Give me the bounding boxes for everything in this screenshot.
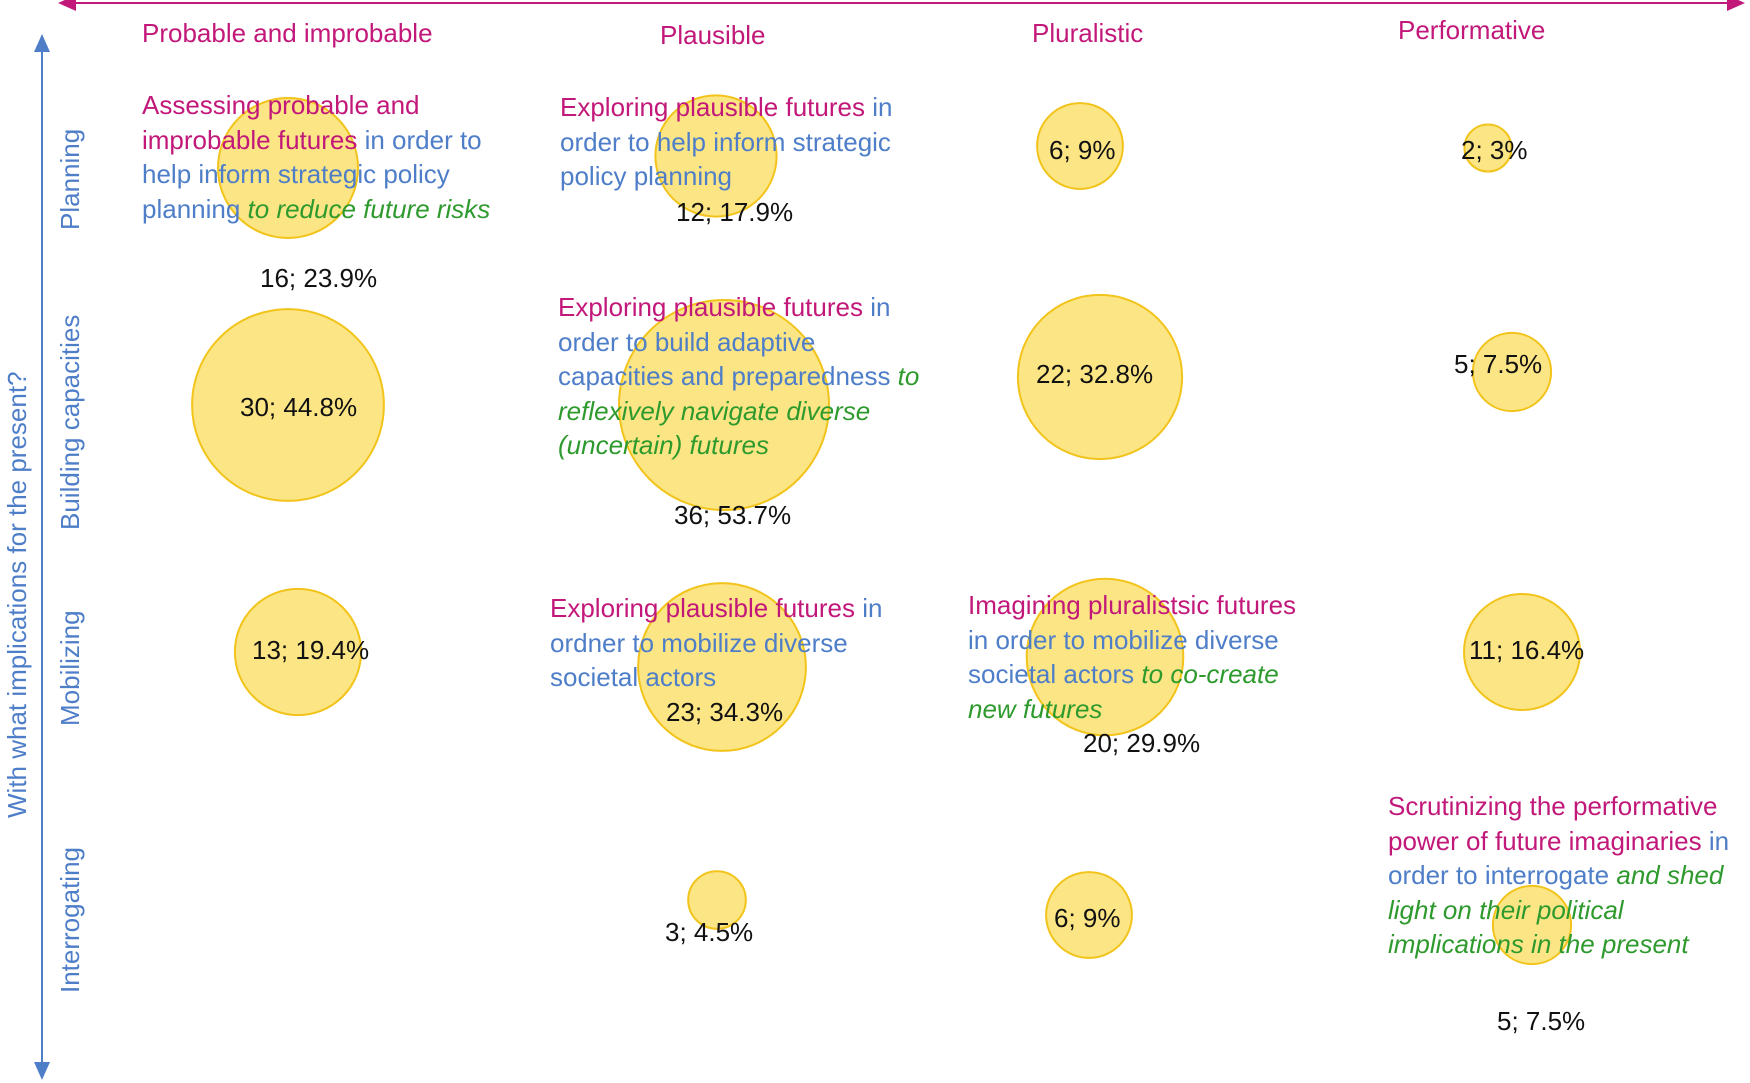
bubble-building-capacities-pluralistic — [1016, 293, 1184, 461]
description-mobilizing-plausible: Exploring plausible futures in ordner to… — [550, 593, 883, 692]
column-header-pluralistic: Pluralistic — [1032, 18, 1144, 48]
value-label: 23; 34.3% — [666, 697, 784, 727]
row-header-mobilizing: Mobilizing — [55, 610, 85, 726]
value-label: 13; 19.4% — [252, 635, 370, 665]
value-label: 6; 9% — [1049, 135, 1116, 165]
bubble-mobilizing-performative — [1463, 593, 1581, 711]
bubble-mobilizing-plausible — [637, 582, 807, 752]
bubble-interrogating-performative — [1491, 884, 1573, 966]
value-label: 3; 4.5% — [665, 917, 754, 947]
y-axis-down-arrow-icon — [34, 1062, 50, 1080]
description-mobilizing-pluralistic: Imagining pluralistsic futures in order … — [968, 590, 1297, 724]
bubble-interrogating-plausible — [687, 870, 747, 930]
chart-axes — [34, 0, 1745, 1080]
row-header-interrogating: Interrogating — [55, 847, 85, 993]
value-label: 6; 9% — [1054, 903, 1121, 933]
bubble-planning-performative — [1463, 123, 1513, 173]
value-label: 5; 7.5% — [1454, 349, 1543, 379]
description-planning-probable: Assessing probable and improbable future… — [142, 90, 491, 224]
value-label: 22; 32.8% — [1036, 359, 1154, 389]
row-header-planning: Planning — [55, 128, 85, 230]
y-axis-title: With what implications for the present? — [2, 371, 32, 818]
bubble-planning-probable — [217, 97, 359, 239]
column-header-performative: Performative — [1398, 15, 1546, 45]
bubble-building-capacities-performative — [1471, 331, 1553, 413]
description-interrogating-performative: Scrutinizing the performative power of f… — [1388, 791, 1730, 959]
bubble-planning-plausible — [654, 94, 778, 218]
value-label: 11; 16.4% — [1469, 635, 1585, 665]
row-header-building-capacities: Building capacities — [55, 314, 85, 530]
bubble-interrogating-pluralistic — [1045, 871, 1133, 959]
bubble-building-capacities-plausible — [618, 299, 830, 511]
value-label: 16; 23.9% — [260, 263, 378, 293]
bubble-mobilizing-probable — [233, 587, 363, 717]
column-header-plausible: Plausible — [660, 20, 766, 50]
value-label: 20; 29.9% — [1083, 728, 1201, 758]
bubble-series — [191, 94, 1581, 966]
bubble-building-capacities-probable — [191, 308, 385, 502]
x-axis-left-arrow-icon — [58, 0, 76, 11]
value-label: 2; 3% — [1461, 135, 1528, 165]
value-label: 36; 53.7% — [674, 500, 792, 530]
bubble-planning-pluralistic — [1036, 102, 1124, 190]
y-axis-up-arrow-icon — [34, 34, 50, 52]
bubble-mobilizing-pluralistic — [1025, 577, 1185, 737]
description-planning-plausible: Exploring plausible futures in order to … — [560, 92, 893, 191]
value-label: 5; 7.5% — [1497, 1006, 1586, 1036]
x-axis-right-arrow-icon — [1727, 0, 1745, 11]
value-label: 30; 44.8% — [240, 392, 358, 422]
value-label: 12; 17.9% — [676, 197, 794, 227]
column-header-probable: Probable and improbable — [142, 18, 433, 48]
description-capacities-plausible: Exploring plausible futures in order to … — [558, 292, 920, 460]
